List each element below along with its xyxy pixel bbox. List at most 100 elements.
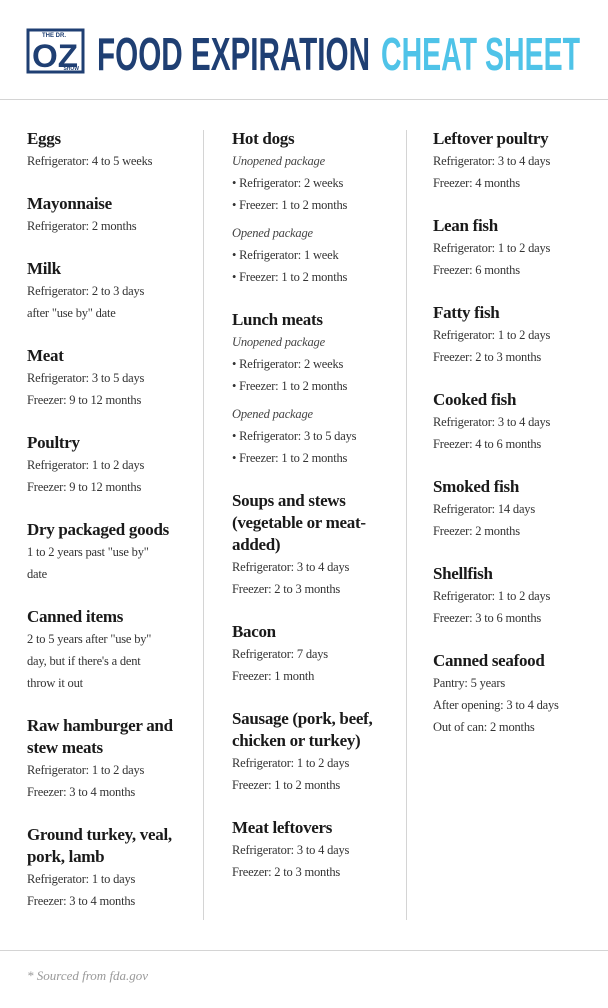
- food-item: Eggs Refrigerator: 4 to 5 weeks: [27, 128, 197, 172]
- storage-line: • Freezer: 1 to 2 months: [232, 270, 348, 284]
- header-graphic: THE DR. OZ SHOW FOOD EXPIRATION CHEAT SH…: [26, 28, 580, 80]
- food-name: Eggs: [27, 129, 61, 148]
- storage-line: • Refrigerator: 1 week: [232, 248, 339, 262]
- storage-line: throw it out: [27, 676, 83, 690]
- storage-line: • Freezer: 1 to 2 months: [232, 451, 348, 465]
- food-name: Dry packaged goods: [27, 520, 169, 539]
- food-name: Bacon: [232, 622, 276, 641]
- food-item: Cooked fish Refrigerator: 3 to 4 days Free…: [433, 389, 603, 455]
- storage-line: Freezer: 2 to 3 months: [232, 865, 341, 879]
- food-item: Lean fish Refrigerator: 1 to 2 days Freeze…: [433, 215, 603, 281]
- storage-line: 1 to 2 years past "use by": [27, 545, 149, 559]
- package-group: Opened package • Refrigerator: 3 to 5 day…: [232, 403, 402, 469]
- food-name: Mayonnaise: [27, 194, 112, 213]
- food-name: Meat leftovers: [232, 818, 333, 837]
- package-group: Unopened package • Refrigerator: 2 weeks •…: [232, 331, 402, 397]
- header: THE DR. OZ SHOW FOOD EXPIRATION CHEAT SH…: [0, 0, 608, 100]
- package-group: Unopened package • Refrigerator: 2 weeks •…: [232, 150, 402, 216]
- storage-line: Refrigerator: 1 to 2 days: [232, 756, 350, 770]
- storage-line: day, but if there's a dent: [27, 654, 141, 668]
- food-name: Canned items: [27, 607, 124, 626]
- storage-line: Freezer: 3 to 6 months: [433, 611, 542, 625]
- food-name: Shellfish: [433, 564, 493, 583]
- storage-line: Refrigerator: 1 to 2 days: [433, 589, 551, 603]
- storage-line: • Refrigerator: 2 weeks: [232, 176, 344, 190]
- storage-line: Refrigerator: 1 to 2 days: [27, 458, 145, 472]
- columns: Eggs Refrigerator: 4 to 5 weeks Mayonnaise…: [0, 128, 608, 928]
- storage-line: After opening: 3 to 4 days: [433, 698, 559, 712]
- food-item: Leftover poultry Refrigerator: 3 to 4 day…: [433, 128, 603, 194]
- food-name: Hot dogs: [232, 129, 295, 148]
- group-heading: Opened package: [232, 226, 313, 240]
- title-main: FOOD EXPIRATION: [97, 28, 370, 80]
- food-item: Sausage (pork, beef, chicken or turkey) R…: [232, 708, 402, 796]
- storage-line: Freezer: 1 to 2 months: [232, 778, 341, 792]
- storage-line: 2 to 5 years after "use by": [27, 632, 152, 646]
- food-name: Cooked fish: [433, 390, 517, 409]
- food-item: Milk Refrigerator: 2 to 3 days after "use …: [27, 258, 197, 324]
- column: Eggs Refrigerator: 4 to 5 weeks Mayonnaise…: [27, 128, 197, 933]
- storage-line: Freezer: 6 months: [433, 263, 520, 277]
- logo-main: OZ: [32, 38, 78, 74]
- storage-line: Refrigerator: 3 to 4 days: [433, 154, 551, 168]
- storage-line: Freezer: 4 months: [433, 176, 520, 190]
- food-name: Raw hamburger and stew meats: [27, 716, 173, 757]
- food-item: Meat Refrigerator: 3 to 5 days Freezer: 9 …: [27, 345, 197, 411]
- food-name: Milk: [27, 259, 61, 278]
- food-item: Raw hamburger and stew meats Refrigerator…: [27, 715, 197, 803]
- storage-line: Freezer: 3 to 4 months: [27, 894, 136, 908]
- group-heading: Unopened package: [232, 154, 325, 168]
- storage-line: Refrigerator: 3 to 4 days: [433, 415, 551, 429]
- group-heading: Unopened package: [232, 335, 325, 349]
- food-item: Dry packaged goods 1 to 2 years past "use…: [27, 519, 197, 585]
- food-item: Poultry Refrigerator: 1 to 2 days Freezer:…: [27, 432, 197, 498]
- logo-bottom: SHOW: [63, 66, 79, 72]
- food-name: Meat: [27, 346, 64, 365]
- storage-line: Refrigerator: 14 days: [433, 502, 536, 516]
- food-name: Sausage (pork, beef, chicken or turkey): [232, 709, 373, 750]
- food-item: Lunch meats Unopened package • Refrigerato…: [232, 309, 402, 469]
- storage-line: Freezer: 2 to 3 months: [232, 582, 341, 596]
- storage-line: Freezer: 2 months: [433, 524, 520, 538]
- storage-line: Freezer: 3 to 4 months: [27, 785, 136, 799]
- storage-line: Refrigerator: 1 to 2 days: [433, 328, 551, 342]
- storage-line: Freezer: 1 month: [232, 669, 315, 683]
- storage-line: Pantry: 5 years: [433, 676, 505, 690]
- food-name: Lean fish: [433, 216, 498, 235]
- food-name: Canned seafood: [433, 651, 545, 670]
- storage-line: Freezer: 9 to 12 months: [27, 393, 142, 407]
- storage-line: Refrigerator: 7 days: [232, 647, 328, 661]
- food-name: Smoked fish: [433, 477, 519, 496]
- food-item: Shellfish Refrigerator: 1 to 2 days Freeze…: [433, 563, 603, 629]
- storage-line: Freezer: 2 to 3 months: [433, 350, 542, 364]
- divider: [406, 130, 407, 920]
- divider: [203, 130, 204, 920]
- group-heading: Opened package: [232, 407, 313, 421]
- food-name: Lunch meats: [232, 310, 323, 329]
- storage-line: • Refrigerator: 3 to 5 days: [232, 429, 357, 443]
- storage-line: Refrigerator: 1 to 2 days: [433, 241, 551, 255]
- storage-line: Refrigerator: 3 to 4 days: [232, 843, 350, 857]
- food-item: Canned seafood Pantry: 5 years After openi…: [433, 650, 603, 738]
- food-item: Fatty fish Refrigerator: 1 to 2 days Freez…: [433, 302, 603, 368]
- food-name: Ground turkey, veal, pork, lamb: [27, 825, 172, 866]
- storage-line: Refrigerator: 3 to 4 days: [232, 560, 350, 574]
- footer: * Sourced from fda.gov: [0, 950, 608, 1008]
- food-name: Poultry: [27, 433, 80, 452]
- food-item: Mayonnaise Refrigerator: 2 months: [27, 193, 197, 237]
- package-group: Opened package • Refrigerator: 1 week • Fr…: [232, 222, 402, 288]
- logo-top: THE DR.: [42, 33, 66, 39]
- food-item: Meat leftovers Refrigerator: 3 to 4 days F…: [232, 817, 402, 883]
- storage-line: • Refrigerator: 2 weeks: [232, 357, 344, 371]
- storage-line: after "use by" date: [27, 306, 116, 320]
- column: Leftover poultry Refrigerator: 3 to 4 day…: [433, 128, 603, 759]
- storage-line: Refrigerator: 2 months: [27, 219, 137, 233]
- column: Hot dogs Unopened package • Refrigerator: …: [232, 128, 402, 904]
- storage-line: Refrigerator: 4 to 5 weeks: [27, 154, 153, 168]
- storage-line: Refrigerator: 1 to 2 days: [27, 763, 145, 777]
- food-name: Soups and stews (vegetable or meat-added…: [232, 491, 366, 554]
- food-item: Smoked fish Refrigerator: 14 days Freezer:…: [433, 476, 603, 542]
- storage-line: date: [27, 567, 48, 581]
- storage-line: Freezer: 4 to 6 months: [433, 437, 542, 451]
